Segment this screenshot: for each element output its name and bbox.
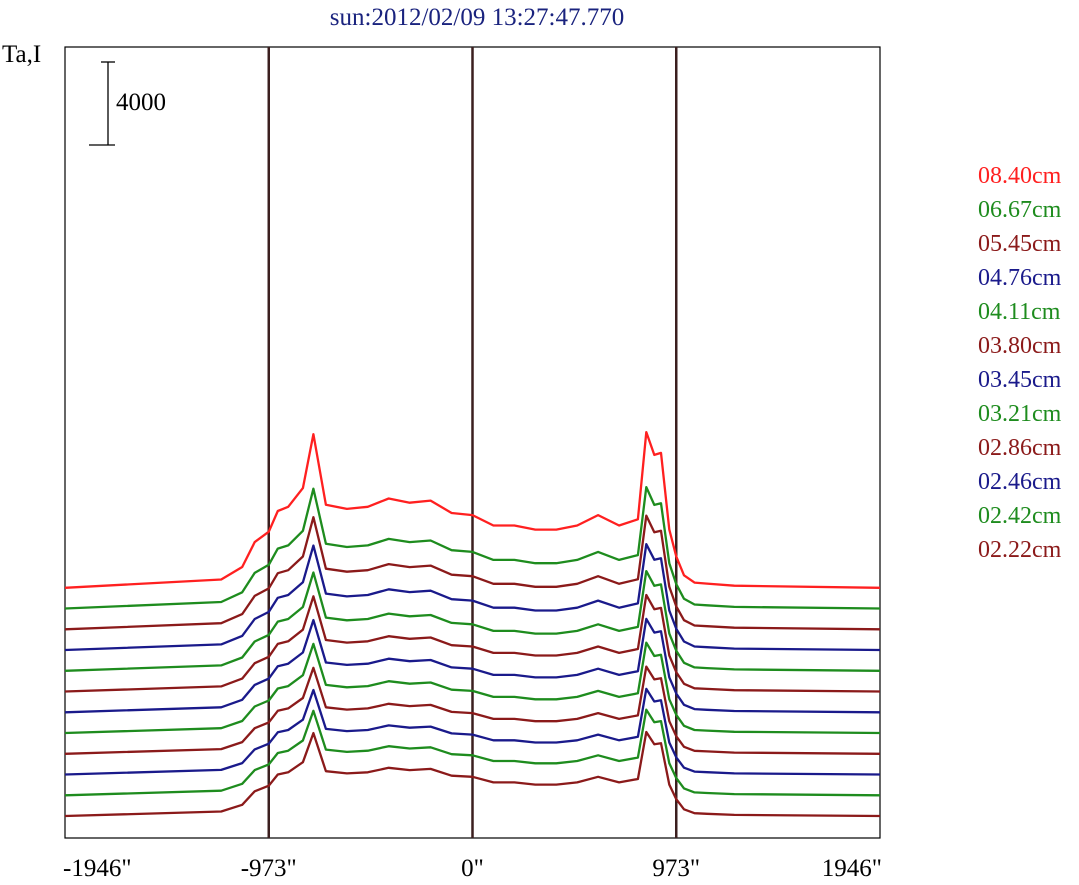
legend-item: 05.45cm <box>978 231 1062 257</box>
series-line-03.80cm <box>64 593 881 693</box>
x-tick-label: -1946" <box>63 855 132 882</box>
series-line-02.46cm <box>64 687 881 776</box>
scale-bar-label: 4000 <box>116 89 166 116</box>
chart-title: sun:2012/02/09 13:27:47.770 <box>330 4 624 31</box>
legend-item: 02.42cm <box>978 503 1062 529</box>
legend-item: 02.46cm <box>978 469 1062 495</box>
legend-item: 04.11cm <box>978 299 1061 325</box>
legend-item: 03.45cm <box>978 367 1062 393</box>
series-line-05.45cm <box>64 514 881 631</box>
series-line-06.67cm <box>64 485 881 610</box>
series-line-04.11cm <box>64 569 881 672</box>
series-line-03.21cm <box>64 641 881 735</box>
series-line-02.42cm <box>64 708 881 797</box>
scale-bar: 4000 <box>89 61 166 146</box>
legend-item: 06.67cm <box>978 197 1062 223</box>
series-line-03.45cm <box>64 617 881 714</box>
series-line-02.22cm <box>64 730 881 818</box>
series-line-08.40cm <box>64 430 881 589</box>
series-lines <box>64 430 881 818</box>
y-axis-label: Ta,I <box>2 41 41 68</box>
legend-item: 03.21cm <box>978 401 1062 427</box>
x-tick-label: -973" <box>241 855 297 882</box>
x-tick-label: 973" <box>652 855 700 882</box>
series-line-04.76cm <box>64 543 881 652</box>
vertical-markers <box>267 47 678 838</box>
legend: 08.40cm 06.67cm 05.45cm 04.76cm 04.11cm 03.80… <box>978 163 1062 563</box>
legend-item: 02.86cm <box>978 435 1062 461</box>
x-tick-labels: -1946" -973" 0" 973" 1946" <box>63 855 882 882</box>
x-tick-label: 0" <box>461 855 484 882</box>
legend-item: 03.80cm <box>978 333 1062 359</box>
x-tick-label: 1946" <box>822 855 882 882</box>
legend-item: 02.22cm <box>978 537 1062 563</box>
legend-item: 08.40cm <box>978 163 1062 189</box>
series-line-02.86cm <box>64 665 881 755</box>
legend-item: 04.76cm <box>978 265 1062 291</box>
